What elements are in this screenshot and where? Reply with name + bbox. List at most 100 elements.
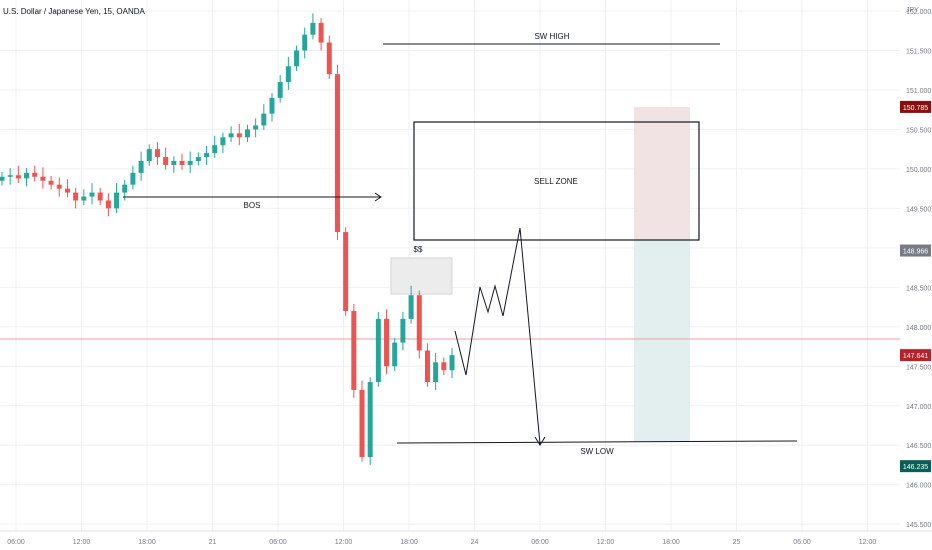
candle-body	[441, 362, 447, 371]
time-tick-label: 24	[471, 539, 479, 546]
take-profit-zone[interactable]	[634, 240, 690, 441]
candle-body	[392, 342, 398, 367]
price-tick-label: 147.000	[906, 404, 931, 411]
candle-body	[171, 161, 177, 165]
bos-arrowhead	[374, 192, 382, 202]
sell-zone-box[interactable]	[413, 121, 700, 241]
candle-body	[163, 157, 169, 165]
price-tick-label: 145.500	[906, 522, 931, 529]
price-axis[interactable]: JPY 152.000 151.500 151.000 150.500 150.000 1…	[906, 7, 931, 529]
candle-body	[384, 318, 390, 367]
candle-body	[146, 149, 152, 162]
candle-body	[277, 82, 283, 98]
candle-body	[105, 200, 111, 209]
time-axis[interactable]: 06:00 12:00 18:00 21 06:00 12:00 18:00 24 06:00 1…	[7, 539, 876, 546]
sw-low-label: SW LOW	[580, 447, 614, 456]
price-badges: 150.785 148.966 147.641 146.235	[900, 100, 931, 473]
time-tick-label: 21	[209, 539, 217, 546]
candle-body	[359, 389, 365, 458]
symbol-title: U.S. Dollar / Japanese Yen, 15, OANDA	[3, 7, 146, 16]
time-tick-label: 06:00	[793, 539, 811, 546]
candle-body	[318, 22, 324, 43]
stop-loss-zone[interactable]	[634, 107, 690, 240]
time-tick-label: 18:00	[138, 539, 156, 546]
candle-body	[195, 157, 201, 162]
candle-body	[48, 180, 54, 185]
candle-body	[343, 232, 349, 312]
candle-body	[212, 145, 218, 154]
candle-body	[154, 149, 160, 158]
candle-body	[400, 318, 406, 343]
candle-body	[122, 184, 128, 193]
candle-body	[64, 188, 70, 193]
candle-body	[15, 175, 21, 179]
candle-body	[294, 50, 300, 67]
price-badge-label: 148.966	[903, 249, 928, 256]
time-tick-label: 12:00	[335, 539, 353, 546]
candlestick-series	[0, 13, 455, 465]
candle-body	[40, 176, 46, 181]
sw-high-label: SW HIGH	[534, 32, 569, 41]
candle-body	[89, 192, 95, 197]
price-badge-label: 147.641	[903, 353, 928, 360]
price-tick-label: 150.000	[906, 167, 931, 174]
price-tick-label: 146.500	[906, 443, 931, 450]
candle-body	[416, 295, 422, 351]
time-tick-label: 12:00	[859, 539, 877, 546]
candle-body	[326, 42, 332, 75]
candle-body	[310, 22, 316, 35]
candle-body	[228, 133, 234, 138]
price-badge-label: 146.235	[903, 464, 928, 471]
time-tick-label: 06:00	[7, 539, 25, 546]
projection-arrowhead	[534, 436, 546, 446]
time-tick-label: 18:00	[662, 539, 680, 546]
candle-body	[261, 113, 267, 126]
price-tick-label: 146.000	[906, 483, 931, 490]
price-badge	[900, 460, 931, 473]
candle-body	[433, 362, 439, 383]
candle-body	[424, 350, 430, 383]
candle-body	[408, 295, 414, 319]
price-tick-label: 151.500	[906, 48, 931, 55]
price-projection-path[interactable]	[454, 227, 541, 445]
time-tick-label: 12:00	[597, 539, 615, 546]
currency-label: JPY	[906, 7, 919, 14]
candle-body	[114, 192, 120, 209]
candle-body	[285, 66, 291, 83]
candle-body	[269, 97, 275, 114]
candle-body	[7, 175, 13, 177]
candle-body	[302, 34, 308, 51]
price-tick-label: 150.500	[906, 127, 931, 134]
time-tick-label: 06:00	[531, 539, 549, 546]
time-tick-label: 18:00	[400, 539, 418, 546]
candle-body	[220, 137, 226, 146]
candle-body	[56, 184, 62, 189]
price-tick-label: 152.000	[906, 9, 931, 16]
candle-body	[334, 74, 340, 233]
candle-body	[97, 192, 103, 201]
candle-body	[24, 172, 30, 179]
candle-body	[73, 192, 79, 201]
candle-body	[187, 161, 193, 165]
candle-body	[130, 172, 136, 185]
candle-body	[375, 318, 381, 383]
candle-body	[236, 133, 242, 138]
candle-body	[244, 129, 250, 138]
candle-body	[449, 355, 455, 371]
liquidity-box[interactable]	[390, 257, 453, 295]
price-tick-label: 151.000	[906, 88, 931, 95]
price-badge	[900, 349, 931, 362]
price-badge	[900, 244, 931, 257]
time-tick-label: 12:00	[73, 539, 91, 546]
price-tick-label: 147.500	[906, 364, 931, 371]
sw-low-line[interactable]	[396, 440, 798, 444]
candle-body	[204, 153, 210, 158]
candle-body	[367, 382, 373, 458]
price-tick-label: 149.500	[906, 206, 931, 213]
time-tick-label: 25	[733, 539, 741, 546]
price-badge-label: 150.785	[903, 105, 928, 112]
candle-body	[351, 311, 357, 390]
price-tick-label: 148.000	[906, 325, 931, 332]
